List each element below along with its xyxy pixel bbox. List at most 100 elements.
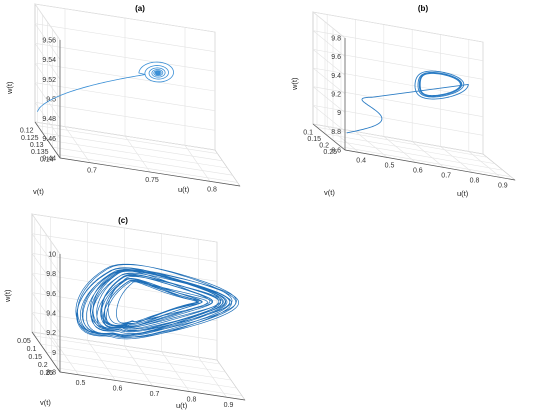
y-axis-line bbox=[31, 331, 61, 373]
y-axis-line bbox=[312, 123, 346, 151]
panel-c-zlabel: w(t) bbox=[3, 289, 12, 303]
panel-c-trajectory bbox=[75, 263, 240, 340]
x-tick-label: 0.5 bbox=[385, 163, 395, 170]
y-axis-line bbox=[34, 121, 61, 159]
x-tick-label: 0.5 bbox=[76, 380, 86, 387]
z-tick-label: 9.2 bbox=[46, 330, 56, 337]
panel-b-title: (b) bbox=[418, 4, 429, 13]
y-tick-label: 0.14 bbox=[40, 156, 54, 163]
z-tick-label: 9.6 bbox=[46, 291, 56, 298]
grid-line bbox=[311, 86, 484, 117]
grid-line bbox=[468, 151, 502, 178]
grid-line bbox=[411, 141, 445, 168]
grid-line bbox=[326, 126, 360, 153]
grid-line bbox=[42, 132, 223, 162]
x-tick-label: 0.8 bbox=[187, 397, 197, 404]
grid-line bbox=[340, 146, 512, 178]
grid-line bbox=[311, 11, 484, 43]
panel-a-xlabel: u(t) bbox=[178, 185, 190, 194]
x-tick-label: 0.6 bbox=[113, 385, 123, 392]
grid-line bbox=[355, 131, 388, 158]
z-tick-label: 9.8 bbox=[331, 36, 341, 43]
x-axis-line bbox=[59, 371, 246, 401]
panel-c: (c) 0.5 0.6 0.7 0.8 0.9 0.050.10.150.20.258.8… bbox=[3, 212, 246, 410]
y-tick-label: 0.15 bbox=[28, 354, 42, 361]
z-tick-label: 9.8 bbox=[46, 271, 56, 278]
z-tick-label: 9.52 bbox=[42, 77, 56, 84]
panel-a-ylabel: v(t) bbox=[33, 187, 44, 196]
y-tick-label: 0.05 bbox=[17, 338, 31, 345]
z-tick-label: 9.44 bbox=[42, 156, 56, 163]
panel-c-ylabel: v(t) bbox=[40, 398, 51, 407]
z-tick-label: 9.2 bbox=[331, 92, 341, 99]
x-tick-label: 0.9 bbox=[224, 402, 234, 409]
z-tick-label: 9 bbox=[337, 110, 341, 117]
grid-line bbox=[31, 292, 218, 333]
x-tick-label: 0.7 bbox=[150, 391, 160, 398]
z-tick-label: 9.48 bbox=[42, 116, 56, 123]
grid-line bbox=[324, 133, 496, 165]
grid-line bbox=[311, 30, 484, 61]
z-tick-label: 9.4 bbox=[46, 311, 56, 318]
z-tick-label: 8.8 bbox=[331, 129, 341, 136]
z-tick-label: 9.54 bbox=[42, 57, 56, 64]
x-tick-label: 0.75 bbox=[145, 177, 159, 184]
grid-line bbox=[34, 3, 216, 41]
grid-line bbox=[57, 154, 238, 183]
y-tick-label: 0.2 bbox=[319, 142, 329, 149]
panel-a-title: (a) bbox=[135, 4, 145, 13]
panel-c-xlabel: u(t) bbox=[176, 401, 188, 410]
y-tick-label: 0.1 bbox=[27, 346, 37, 353]
z-tick-label: 9.56 bbox=[42, 38, 56, 45]
panel-b-ylabel: v(t) bbox=[324, 188, 335, 197]
y-tick-label: 0.25 bbox=[40, 370, 54, 377]
panel-b: (b) 0.4 0.5 0.6 0.7 0.8 0.9 0.10.150.20.258.6 8… bbox=[290, 4, 517, 198]
x-tick-label: 0.4 bbox=[356, 158, 366, 165]
y-tick-label: 0.15 bbox=[307, 136, 321, 143]
grid-line bbox=[332, 139, 504, 171]
y-tick-label: 0.135 bbox=[31, 149, 49, 156]
z-tick-label: 8.6 bbox=[331, 148, 341, 155]
panel-b-trajectory bbox=[346, 70, 469, 134]
y-tick-label: 0.2 bbox=[38, 362, 48, 369]
grid-line bbox=[34, 82, 216, 119]
grid-line bbox=[52, 146, 233, 176]
y-tick-label: 0.13 bbox=[30, 142, 44, 149]
grid-line bbox=[37, 125, 218, 154]
grid-line bbox=[31, 252, 218, 294]
x-tick-label: 0.9 bbox=[498, 183, 508, 190]
x-tick-label: 0.7 bbox=[441, 173, 451, 180]
grid-line bbox=[440, 146, 473, 173]
x-axis-line bbox=[59, 157, 241, 187]
z-tick-label: 9.4 bbox=[331, 73, 341, 80]
z-tick-label: 10 bbox=[48, 252, 56, 259]
z-tick-label: 9.46 bbox=[42, 136, 56, 143]
grid-line bbox=[34, 101, 216, 139]
panel-c-title: (c) bbox=[118, 216, 128, 225]
y-tick-label: 0.1 bbox=[303, 129, 313, 136]
grid-line bbox=[47, 139, 228, 169]
grid-line bbox=[45, 351, 232, 381]
y-tick-label: 0.25 bbox=[323, 149, 337, 156]
grid-line bbox=[40, 343, 226, 373]
x-tick-label: 0.7 bbox=[87, 168, 97, 175]
grid-line bbox=[311, 104, 484, 136]
grid-line bbox=[34, 23, 216, 60]
panel-b-xlabel: u(t) bbox=[457, 189, 469, 198]
z-tick-label: 9.6 bbox=[331, 54, 341, 61]
z-tick-label: 8.8 bbox=[46, 370, 56, 377]
y-tick-label: 0.12 bbox=[20, 128, 34, 135]
grid-line bbox=[31, 213, 218, 255]
grid-line bbox=[383, 136, 417, 163]
x-axis-line bbox=[344, 149, 516, 181]
panel-a-zlabel: w(t) bbox=[5, 81, 14, 95]
grid-line bbox=[57, 367, 243, 397]
grid-line bbox=[34, 335, 220, 365]
grid-line bbox=[311, 67, 484, 99]
panel-a: (a) 0.7 0.75 0.8 0.120.1250.130.1350.149.44… bbox=[5, 2, 241, 196]
panel-b-zlabel: w(t) bbox=[290, 77, 299, 91]
grid-line bbox=[311, 48, 484, 80]
x-tick-label: 0.8 bbox=[470, 178, 480, 185]
grid-line bbox=[31, 272, 218, 314]
